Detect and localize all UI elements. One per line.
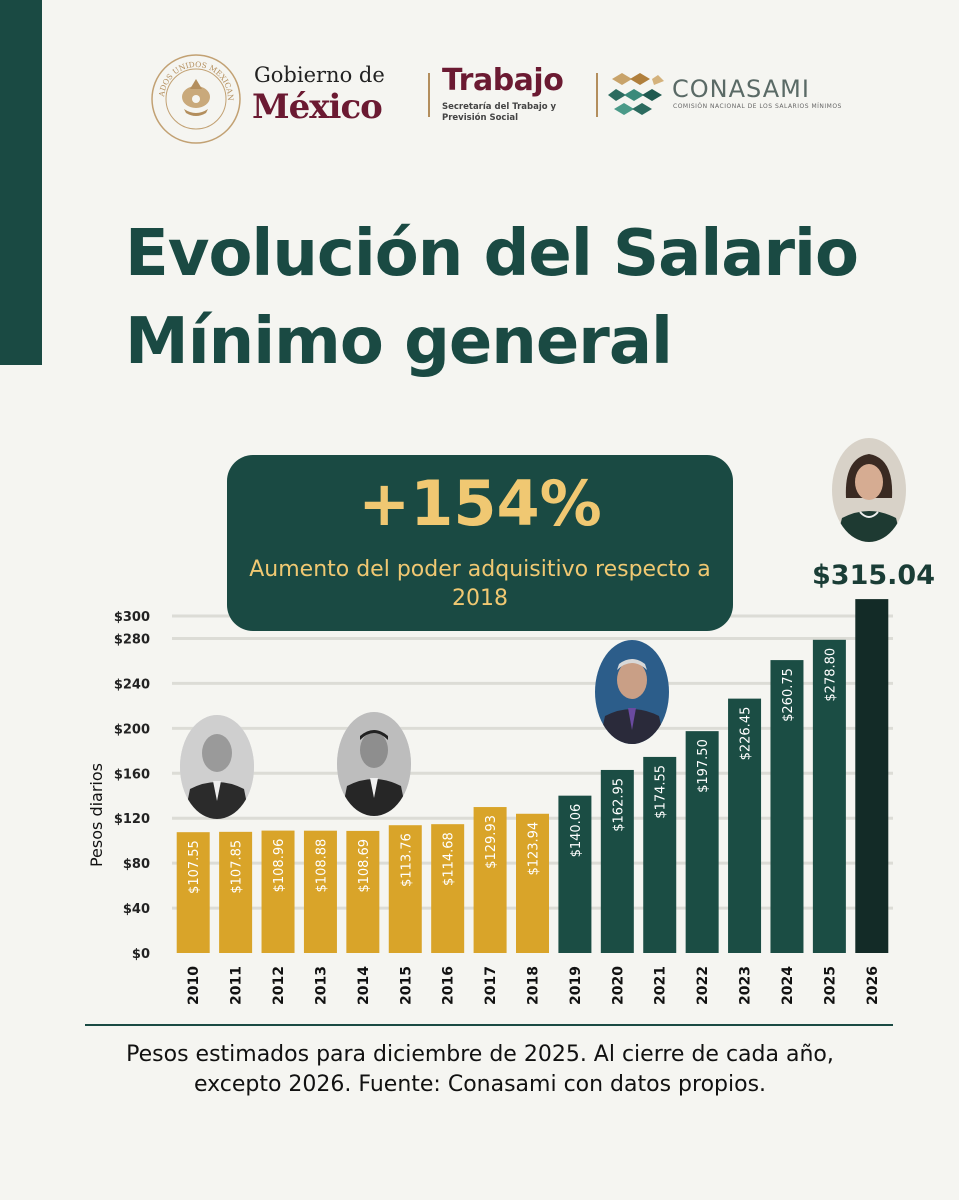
bar-2013: [303, 830, 337, 953]
gobierno-line2: México: [252, 87, 383, 127]
bar-2017: [473, 807, 507, 953]
footer-divider: [85, 1024, 893, 1026]
x-tick-label: 2011: [229, 966, 245, 1005]
bar-value-label: $226.45: [739, 707, 754, 761]
conasami-logo: [608, 69, 666, 117]
y-tick-label: $200: [114, 722, 150, 737]
bar-value-label: $114.68: [442, 832, 457, 886]
bar-value-label: $107.85: [230, 840, 245, 894]
bar-2020: [600, 769, 634, 953]
portrait-2010-president: [180, 715, 254, 819]
bar-value-label: $123.94: [527, 822, 542, 876]
bar-value-label: $162.95: [611, 778, 626, 832]
x-tick-label: 2018: [526, 966, 542, 1005]
bar-2023: [728, 698, 762, 953]
bar-value-label: $174.55: [654, 765, 669, 819]
x-tick-label: 2017: [483, 966, 499, 1005]
x-tick-label: 2019: [568, 966, 584, 1005]
y-tick-label: $240: [114, 677, 150, 692]
header-logos: ESTADOS UNIDOS MEXICANOS Gobierno de Méx…: [147, 45, 870, 145]
bar-2021: [643, 756, 677, 953]
x-tick-label: 2020: [610, 966, 626, 1005]
portrait-2014-president: [337, 712, 411, 816]
conasami-name: CONASAMI: [672, 75, 810, 103]
x-tick-label: 2015: [398, 966, 414, 1005]
header-divider: [428, 73, 430, 117]
bar-value-label: $107.55: [187, 840, 202, 894]
x-tick-label: 2021: [653, 966, 669, 1005]
final-value-label: $315.04: [812, 560, 935, 591]
footnote: Pesos estimados para diciembre de 2025. …: [126, 1042, 834, 1097]
purchasing-power-badge: +154% Aumento del poder adquisitivo resp…: [227, 455, 733, 631]
portrait-2019-president: [595, 640, 669, 744]
x-tick-label: 2023: [738, 966, 754, 1005]
x-tick-label: 2025: [822, 966, 838, 1005]
y-tick-label: $0: [132, 947, 150, 962]
y-tick-label: $160: [114, 767, 150, 782]
chart-labels: $0 $40 $80 $120 $160 $200 $240 $280 $300 $107.55 2…: [114, 610, 881, 1005]
bar-value-label: $113.76: [399, 833, 414, 887]
bar-2022: [685, 731, 719, 953]
bar-value-label: $197.50: [696, 739, 711, 793]
bar-2011: [219, 831, 253, 953]
gobierno-line1: Gobierno de: [254, 63, 385, 87]
chart-bars: [176, 599, 889, 953]
bar-2015: [388, 825, 422, 953]
x-tick-label: 2026: [865, 966, 881, 1005]
mexico-seal-logo: ESTADOS UNIDOS MEXICANOS: [147, 46, 242, 145]
bar-2024: [770, 660, 804, 953]
y-tick-label: $40: [123, 902, 150, 917]
portrait-2026-president: [832, 438, 906, 542]
bar-2012: [261, 830, 295, 953]
x-tick-label: 2016: [441, 966, 457, 1005]
trabajo-logo-text: Trabajo: [442, 63, 564, 98]
bar-value-label: $108.88: [314, 839, 329, 893]
bar-value-label: $129.93: [484, 815, 499, 869]
header-divider: [596, 73, 598, 117]
y-tick-label: $80: [123, 857, 150, 872]
page-title: Evolución del Salario Mínimo general: [125, 217, 859, 379]
trabajo-subtitle: Secretaría del Trabajo y Previsión Socia…: [442, 102, 557, 123]
bar-value-label: $260.75: [781, 668, 796, 722]
bar-value-label: $108.69: [357, 839, 372, 893]
y-tick-label: $120: [114, 812, 150, 827]
bar-2025: [812, 639, 846, 953]
x-tick-label: 2022: [695, 966, 711, 1005]
x-tick-label: 2013: [313, 966, 329, 1005]
conasami-subtitle: COMISIÓN NACIONAL DE LOS SALARIOS MÍNIMO…: [673, 103, 842, 110]
badge-text: Aumento del poder adquisitivo respecto a…: [249, 557, 711, 611]
bar-2018: [516, 813, 549, 953]
bar-2016: [431, 824, 465, 953]
x-tick-label: 2012: [271, 966, 287, 1005]
x-tick-label: 2024: [780, 966, 796, 1005]
bar-2014: [346, 830, 380, 953]
bar-2010: [176, 832, 210, 953]
badge-value: +154%: [358, 467, 602, 540]
x-tick-label: 2010: [186, 966, 202, 1005]
y-axis-title: Pesos diarios: [87, 763, 106, 867]
y-tick-label: $300: [114, 610, 150, 625]
x-tick-label: 2014: [356, 966, 372, 1005]
bar-value-label: $140.06: [569, 804, 584, 858]
bar-2026: [855, 599, 889, 953]
y-tick-label: $280: [114, 632, 150, 647]
bar-value-label: $278.80: [823, 648, 838, 702]
bar-value-label: $108.96: [272, 839, 287, 893]
side-accent-bar: [0, 0, 42, 365]
bar-2019: [558, 795, 592, 953]
